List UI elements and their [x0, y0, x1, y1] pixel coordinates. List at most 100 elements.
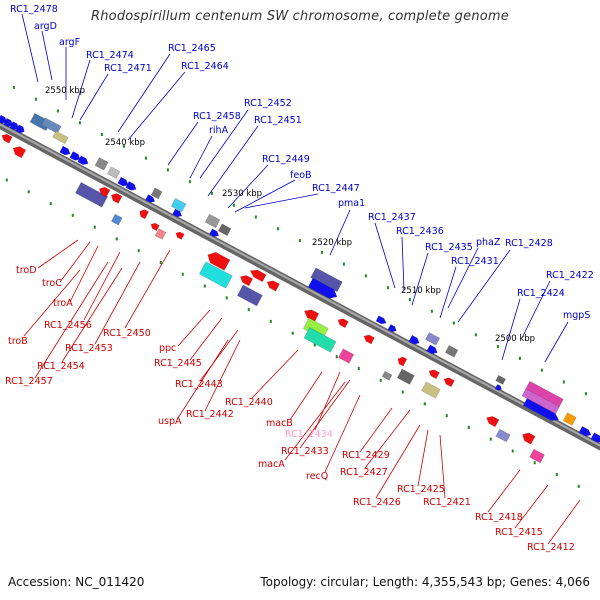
reverse-feature-shape	[1, 133, 13, 144]
forward-leader-line	[71, 59, 91, 119]
gene-label[interactable]: RC1_2451	[254, 115, 302, 126]
gene-label[interactable]: RC1_2440	[225, 397, 273, 408]
forward-feature	[0, 114, 7, 124]
gene-label[interactable]: RC1_2478	[10, 4, 58, 15]
gene-label[interactable]: macB	[266, 418, 293, 429]
forward-feature	[77, 155, 89, 165]
gene-label[interactable]: RC1_2421	[423, 497, 471, 508]
gene-label[interactable]: RC1_2426	[353, 497, 401, 508]
gene-label[interactable]: RC1_2474	[86, 50, 134, 61]
forward-feature	[522, 398, 560, 421]
gene-label[interactable]: RC1_2415	[495, 527, 543, 538]
reverse-feature-shape	[154, 228, 167, 240]
gene-label[interactable]: feoB	[290, 170, 312, 181]
gene-label[interactable]: RC1_2447	[312, 183, 360, 194]
gene-label[interactable]: RC1_2434	[285, 429, 333, 440]
reverse-feature-shape	[75, 182, 108, 208]
gc-dot	[181, 272, 184, 276]
reverse-feature	[338, 348, 355, 364]
gene-label[interactable]: RC1_2437	[368, 212, 416, 223]
reverse-leader-line	[487, 469, 521, 513]
gene-label[interactable]: RC1_2431	[451, 256, 499, 267]
gene-label[interactable]: ppc	[159, 343, 176, 354]
gene-label[interactable]: RC1_2435	[425, 242, 473, 253]
gene-label[interactable]: RC1_2454	[37, 361, 85, 372]
gene-label[interactable]: phaZ	[476, 237, 501, 248]
gene-label[interactable]: RC1_2427	[340, 467, 388, 478]
gene-label[interactable]: RC1_2443	[175, 379, 223, 390]
reverse-feature	[237, 284, 263, 307]
forward-feature	[590, 432, 600, 443]
accession-text: Accession: NC_011420	[8, 575, 145, 589]
forward-feature	[375, 315, 387, 325]
forward-feature	[209, 228, 220, 237]
gc-dot	[430, 309, 433, 313]
reverse-feature-shape	[303, 327, 337, 353]
reverse-feature	[397, 356, 408, 367]
gene-label[interactable]: argD	[34, 21, 57, 32]
gene-label[interactable]: RC1_2456	[44, 320, 92, 331]
gene-label[interactable]: RC1_2458	[193, 111, 241, 122]
gc-dot	[533, 461, 536, 465]
forward-feature	[408, 334, 420, 345]
reverse-feature	[1, 133, 13, 144]
reverse-feature	[529, 448, 545, 464]
gene-label[interactable]: RC1_2450	[103, 328, 151, 339]
gene-label[interactable]: RC1_2428	[505, 238, 553, 249]
forward-leader-line	[167, 121, 199, 166]
gene-label[interactable]: RC1_2449	[262, 154, 310, 165]
forward-gene-labels: RC1_2478 argD argF RC1_2474 RC1_2471 RC1…	[10, 4, 594, 321]
gene-label[interactable]: pma1	[338, 198, 365, 209]
gc-dot	[210, 191, 213, 195]
forward-leader-line	[374, 222, 396, 289]
gene-label[interactable]: mgpS	[563, 310, 590, 321]
reverse-feature-shape	[486, 416, 500, 428]
forward-feature-shape	[77, 155, 89, 165]
forward-feature-shape	[125, 181, 137, 191]
gene-label[interactable]: troA	[53, 298, 73, 309]
gene-label[interactable]: troC	[42, 278, 62, 289]
gene-label[interactable]: troB	[8, 336, 28, 347]
gene-label[interactable]: RC1_2445	[154, 358, 202, 369]
gene-label[interactable]: RC1_2465	[168, 43, 216, 54]
gc-dot	[313, 343, 316, 347]
forward-feature	[217, 223, 232, 236]
reverse-feature-shape	[529, 448, 545, 464]
gene-label[interactable]: argF	[59, 37, 80, 48]
gene-label[interactable]: recQ	[306, 471, 328, 482]
forward-feature-shape	[94, 157, 109, 171]
gene-label[interactable]: RC1_2412	[527, 542, 575, 553]
gene-label[interactable]: RC1_2418	[475, 512, 523, 523]
forward-feature-shape	[117, 176, 129, 187]
gene-label[interactable]: rihA	[209, 125, 229, 136]
gene-label[interactable]: RC1_2452	[244, 98, 292, 109]
gene-label[interactable]: RC1_2425	[397, 484, 445, 495]
gene-label[interactable]: RC1_2422	[546, 270, 594, 281]
reverse-leader-line	[417, 429, 429, 487]
kbp-scale: 2550 kbp 2540 kbp 2530 kbp 2520 kbp 2510…	[45, 86, 535, 344]
reverse-feature-shape	[12, 146, 27, 159]
gene-label[interactable]: RC1_2464	[181, 61, 229, 72]
gene-label[interactable]: troD	[16, 265, 37, 276]
gene-label[interactable]: RC1_2457	[5, 376, 53, 387]
reverse-feature	[249, 269, 267, 283]
forward-feature-shape	[578, 425, 592, 437]
forward-feature	[15, 124, 25, 134]
gc-dot	[577, 484, 580, 488]
gene-label[interactable]: RC1_2424	[517, 288, 565, 299]
forward-feature-shape	[3, 117, 13, 128]
forward-leader-line	[234, 179, 296, 213]
gene-label[interactable]: RC1_2471	[104, 63, 152, 74]
gene-label[interactable]: macA	[258, 459, 285, 470]
gene-label[interactable]: RC1_2436	[396, 226, 444, 237]
gene-label[interactable]: RC1_2442	[186, 409, 234, 420]
gc-dot	[115, 237, 118, 241]
reverse-feature-shape	[337, 318, 349, 329]
gene-label[interactable]: RC1_2453	[65, 343, 113, 354]
gene-label[interactable]: RC1_2429	[342, 450, 390, 461]
reverse-leader-line	[124, 249, 171, 329]
reverse-leader-line	[83, 251, 121, 321]
gene-label[interactable]: uspA	[158, 416, 182, 427]
gene-label[interactable]: RC1_2433	[281, 446, 329, 457]
gc-dot	[276, 227, 279, 231]
